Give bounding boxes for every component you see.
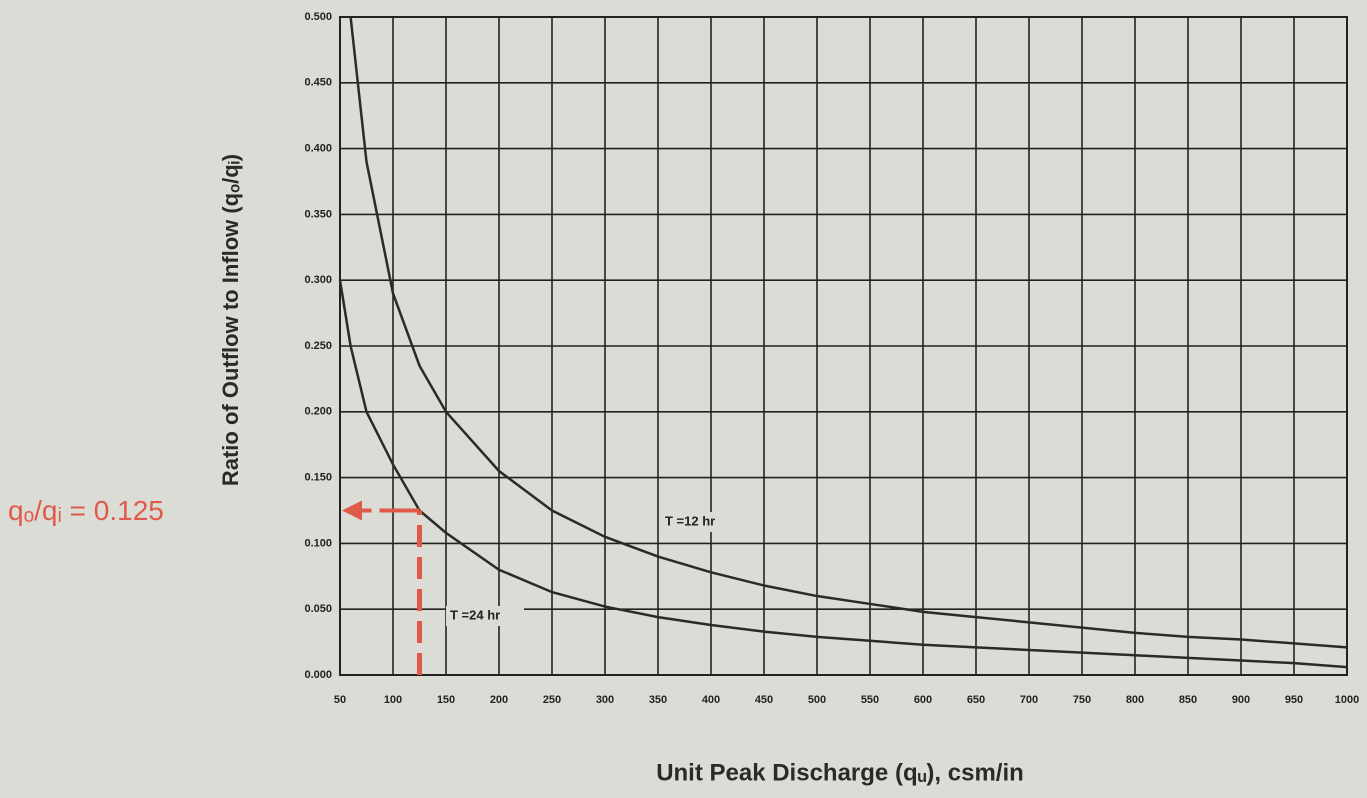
- x-tick-label: 650: [967, 694, 985, 706]
- x-tick-label: 900: [1232, 694, 1250, 706]
- reference-label: qₒ/qᵢ = 0.125: [8, 495, 164, 526]
- y-tick-label: 0.200: [304, 406, 332, 418]
- x-tick-label: 300: [596, 694, 614, 706]
- x-tick-label: 150: [437, 694, 455, 706]
- series-line: [349, 16, 1348, 649]
- x-tick-label: 200: [490, 694, 508, 706]
- y-tick-label: 0.000: [304, 669, 332, 681]
- series-label-bg: [446, 606, 524, 626]
- x-tick-label: 750: [1073, 694, 1091, 706]
- series-label: T =12 hr: [665, 513, 715, 528]
- y-tick-label: 0.450: [304, 77, 332, 89]
- x-tick-label: 850: [1179, 694, 1197, 706]
- x-tick-label: 50: [334, 694, 346, 706]
- series-line: [338, 280, 1348, 669]
- x-tick-label: 350: [649, 694, 667, 706]
- x-tick-label: 500: [808, 694, 826, 706]
- y-tick-label: 0.250: [304, 340, 332, 352]
- y-axis-title: Ratio of Outflow to Inflow (qₒ/qᵢ): [218, 154, 243, 486]
- x-tick-label: 250: [543, 694, 561, 706]
- y-tick-label: 0.400: [304, 143, 332, 155]
- x-tick-label: 800: [1126, 694, 1144, 706]
- reference-arrowhead: [342, 500, 362, 521]
- x-tick-label: 600: [914, 694, 932, 706]
- series-label-bg: [661, 512, 739, 532]
- x-tick-label: 450: [755, 694, 773, 706]
- y-tick-label: 0.100: [304, 537, 332, 549]
- x-tick-label: 100: [384, 694, 402, 706]
- series-label: T =24 hr: [450, 607, 500, 622]
- y-tick-label: 0.300: [304, 274, 332, 286]
- x-axis-title: Unit Peak Discharge (qᵤ), csm/in: [656, 759, 1024, 786]
- y-tick-label: 0.350: [304, 208, 332, 220]
- y-tick-label: 0.150: [304, 472, 332, 484]
- y-tick-label: 0.500: [304, 11, 332, 23]
- x-tick-label: 950: [1285, 694, 1303, 706]
- y-tick-label: 0.050: [304, 603, 332, 615]
- x-tick-label: 400: [702, 694, 720, 706]
- x-tick-label: 700: [1020, 694, 1038, 706]
- x-tick-label: 550: [861, 694, 879, 706]
- x-tick-label: 1000: [1335, 694, 1359, 706]
